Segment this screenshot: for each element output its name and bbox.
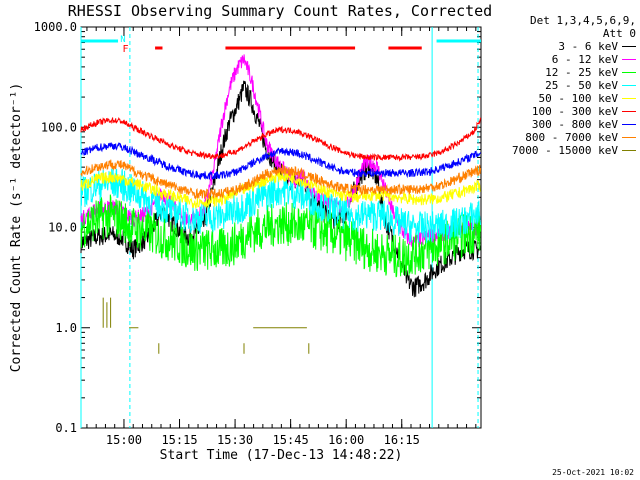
legend-swatch [622, 150, 636, 151]
legend-entry: 100 - 300 keV [484, 105, 636, 118]
series-line-300-800kev [80, 142, 482, 181]
legend-entry-label: 7000 - 15000 keV [512, 144, 618, 157]
legend-entry: 25 - 50 keV [484, 79, 636, 92]
x-tick-label: 15:00 [106, 433, 142, 447]
flag-n-label: N [120, 35, 125, 45]
y-tick-label: 0.1 [55, 421, 77, 435]
legend: Det 1,3,4,5,6,9, Att 0 3 - 6 keV 6 - 12 k… [484, 14, 636, 157]
x-tick-label: 15:30 [217, 433, 253, 447]
legend-entry: 6 - 12 keV [484, 53, 636, 66]
flag-f-label: F [122, 44, 128, 55]
legend-header-line-1: Det 1,3,4,5,6,9, [530, 14, 636, 27]
x-tick-label: 15:45 [273, 433, 309, 447]
legend-swatch [622, 98, 636, 99]
legend-entry: 50 - 100 keV [484, 92, 636, 105]
legend-entry: 3 - 6 keV [484, 40, 636, 53]
x-tick-label: 15:15 [161, 433, 197, 447]
axis-labels: 1000.0 100.0 10.0 1.0 0.1 15:00 15:15 15:30 15:4… [9, 20, 420, 463]
legend-entry: 12 - 25 keV [484, 66, 636, 79]
series-line-7000-15000-kev [102, 297, 310, 354]
legend-entry-label: 800 - 7000 keV [525, 131, 618, 144]
series-line-50-100kev [80, 169, 481, 209]
x-tick-label: 16:00 [328, 433, 364, 447]
legend-entry-label: 300 - 800 keV [531, 118, 618, 131]
y-tick-label: 100.0 [41, 120, 77, 134]
legend-entry: 300 - 800 keV [484, 118, 636, 131]
legend-entry-label: 100 - 300 keV [531, 105, 618, 118]
x-axis-label: Start Time (17-Dec-13 14:48:22) [160, 448, 403, 463]
chart-series [80, 54, 482, 354]
legend-entry-label: 12 - 25 keV [545, 66, 618, 79]
y-axis-label: Corrected Count Rate (s⁻¹ detector⁻¹) [9, 83, 24, 373]
series-line-12-25kev [80, 194, 482, 278]
x-tick-label: 16:15 [384, 433, 420, 447]
y-tick-label: 1000.0 [34, 20, 77, 34]
legend-header-line-2: Att 0 [602, 27, 636, 40]
legend-swatch [622, 137, 636, 138]
legend-entry: 7000 - 15000 keV [484, 144, 636, 157]
legend-entry-label: 6 - 12 keV [551, 53, 618, 66]
y-tick-label: 10.0 [48, 221, 77, 235]
series-line-100-300kev [80, 116, 482, 162]
chart-title: RHESSI Observing Summary Count Rates, Co… [67, 2, 493, 20]
legend-entry-label: 25 - 50 keV [545, 79, 618, 92]
legend-entry-label: 3 - 6 keV [558, 40, 618, 53]
legend-swatch [622, 85, 636, 86]
legend-swatch [622, 59, 636, 60]
legend-entry-label: 50 - 100 keV [538, 92, 618, 105]
legend-swatch [622, 46, 636, 47]
series-line-800-7000kev [80, 159, 482, 200]
legend-entry: 800 - 7000 keV [484, 131, 636, 144]
flag-bars: NF [81, 35, 481, 55]
legend-swatch [622, 111, 636, 112]
series-line-25-50kev [80, 168, 482, 244]
timestamp: 25-Oct-2021 10:02 [552, 468, 634, 477]
legend-swatch [622, 124, 636, 125]
legend-swatch [622, 72, 636, 73]
y-tick-label: 1.0 [55, 321, 77, 335]
